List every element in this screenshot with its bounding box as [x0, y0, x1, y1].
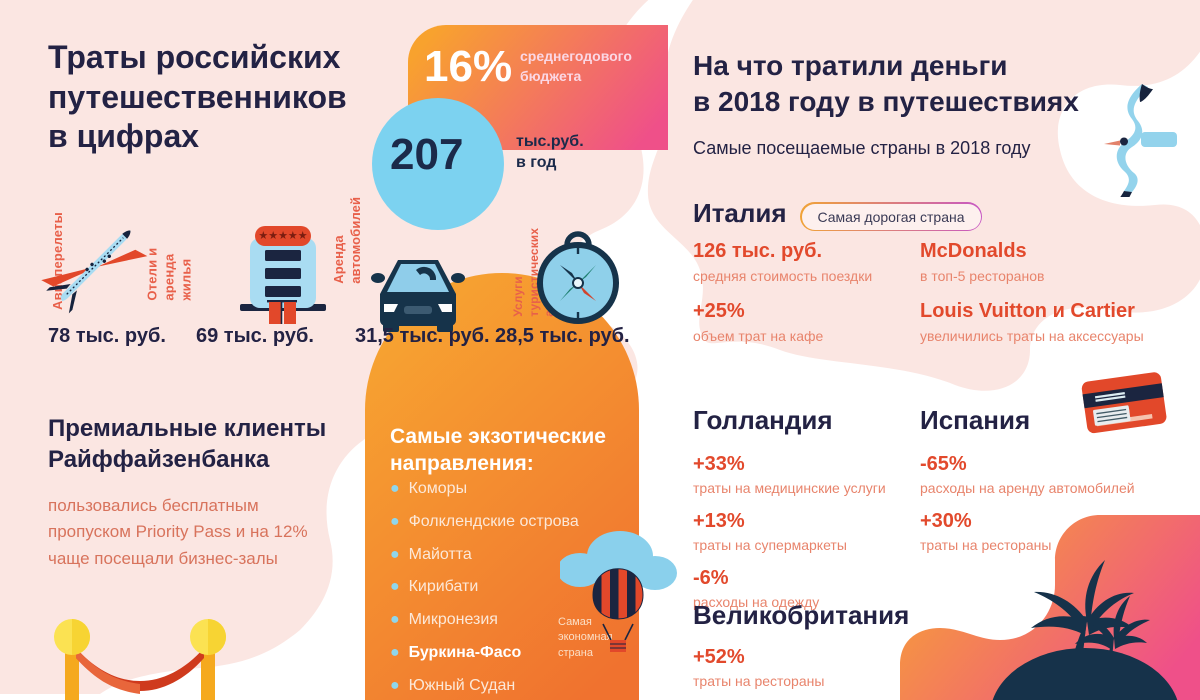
svg-text:★★★★★: ★★★★★	[258, 230, 307, 242]
